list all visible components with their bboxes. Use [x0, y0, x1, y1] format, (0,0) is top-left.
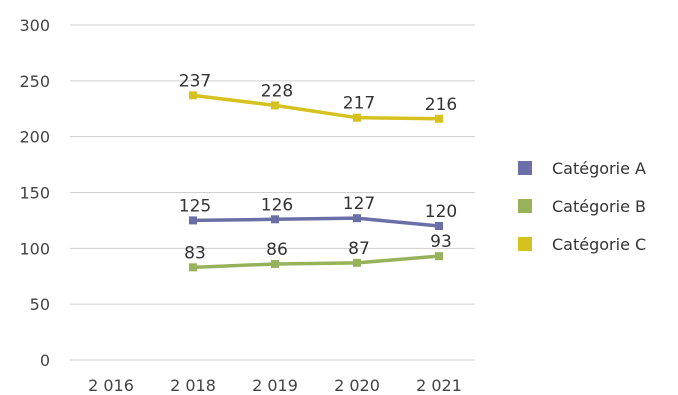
data-label: 237	[179, 71, 211, 91]
x-tick-label: 2 020	[334, 376, 380, 395]
legend-label: Catégorie B	[552, 197, 646, 216]
y-tick-label: 200	[19, 128, 50, 147]
legend: Catégorie A Catégorie B Catégorie C	[518, 159, 646, 254]
y-tick-label: 250	[19, 72, 50, 91]
x-tick-label: 2 019	[252, 376, 298, 395]
data-point	[189, 263, 197, 272]
y-tick-label: 0	[40, 351, 50, 370]
y-axis: 300 250 200 150 100 50 0	[19, 16, 50, 370]
data-point	[353, 214, 361, 223]
data-label: 93	[430, 232, 452, 252]
x-axis: 2 016 2 018 2 019 2 020 2 021	[88, 376, 462, 395]
legend-swatch	[518, 237, 532, 251]
grid-lines	[70, 24, 475, 361]
data-label: 217	[343, 94, 375, 114]
legend-label: Catégorie A	[552, 159, 646, 178]
data-label: 83	[184, 243, 206, 263]
data-label: 87	[348, 239, 370, 259]
series-line	[191, 93, 441, 121]
legend-swatch	[518, 161, 532, 175]
data-label: 216	[425, 95, 457, 115]
series-line	[191, 216, 441, 228]
x-tick-label: 2 021	[416, 376, 462, 395]
legend-label: Catégorie C	[552, 235, 646, 254]
data-label: 228	[261, 81, 293, 101]
series-3: 237 228 217 216	[179, 71, 457, 123]
y-tick-label: 300	[19, 16, 50, 35]
legend-item: Catégorie A	[518, 159, 646, 178]
data-point	[271, 101, 279, 110]
data-label: 125	[179, 196, 211, 216]
data-point	[435, 114, 443, 123]
data-point	[435, 222, 443, 230]
data-point	[353, 258, 361, 267]
x-tick-label: 2 016	[88, 376, 134, 395]
data-label: 120	[425, 202, 457, 222]
data-point	[189, 216, 197, 225]
series-layer: 125 126 127 120 83 86 87 93 237 228 217 216	[179, 71, 457, 272]
data-point	[435, 252, 443, 261]
data-point	[271, 259, 279, 268]
series-line	[191, 254, 441, 270]
data-label: 86	[266, 240, 288, 260]
y-tick-label: 50	[30, 295, 50, 314]
data-point	[271, 215, 279, 224]
data-point	[189, 91, 197, 100]
data-label: 127	[343, 194, 375, 214]
data-point	[353, 113, 361, 122]
x-tick-label: 2 018	[170, 376, 216, 395]
series-1: 125 126 127 120	[179, 194, 457, 230]
data-label: 126	[261, 195, 293, 215]
legend-swatch	[518, 199, 532, 213]
legend-item: Catégorie C	[518, 235, 646, 254]
legend-item: Catégorie B	[518, 197, 646, 216]
series-2: 83 86 87 93	[184, 232, 452, 272]
y-tick-label: 150	[19, 184, 50, 203]
y-tick-label: 100	[19, 239, 50, 258]
